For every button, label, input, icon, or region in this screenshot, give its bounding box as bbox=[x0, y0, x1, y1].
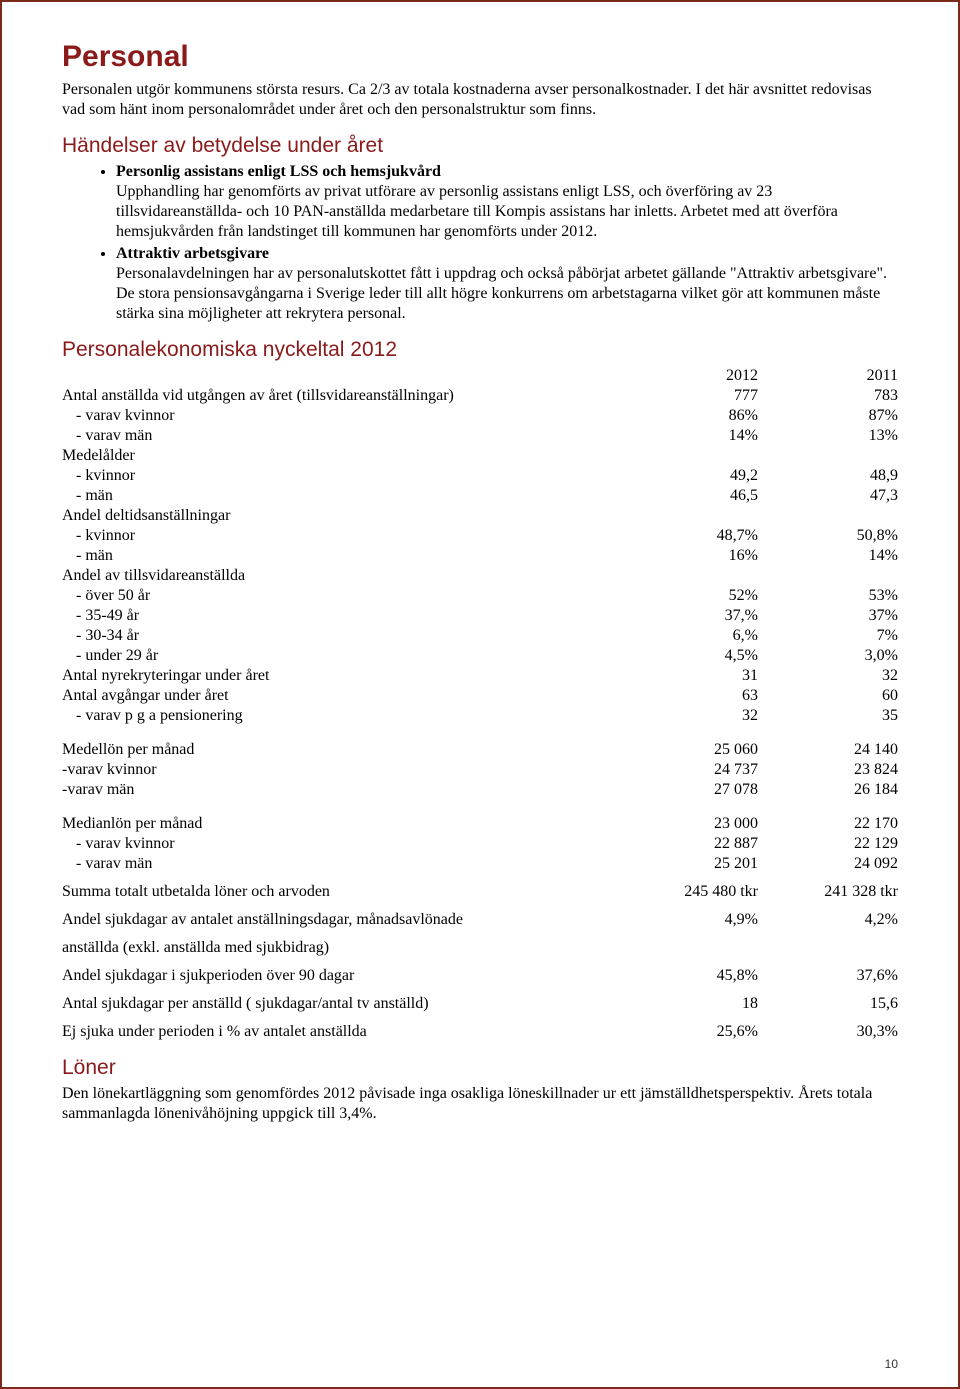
metrics-table: 2012 2011 Antal anställda vid utgången a… bbox=[62, 366, 898, 1042]
bullet-title: Personlig assistans enligt LSS och hemsj… bbox=[116, 163, 441, 180]
table-row: - varav p g a pensionering3235 bbox=[62, 706, 898, 726]
page-title: Personal bbox=[62, 40, 898, 74]
bullet-title: Attraktiv arbetsgivare bbox=[116, 245, 269, 262]
table-row: - 35-49 år37,%37% bbox=[62, 606, 898, 626]
table-row: Medianlön per månad23 00022 170 bbox=[62, 814, 898, 834]
bullet-item: Attraktiv arbetsgivare Personalavdelning… bbox=[116, 244, 898, 324]
table-row: - män46,547,3 bbox=[62, 486, 898, 506]
table-row: Andel av tillsvidareanställda bbox=[62, 566, 898, 586]
table-row: - varav kvinnor86%87% bbox=[62, 406, 898, 426]
bullet-body: Personalavdelningen har av personalutsko… bbox=[116, 264, 898, 324]
table-row: - över 50 år52%53% bbox=[62, 586, 898, 606]
table-row: Andel sjukdagar i sjukperioden över 90 d… bbox=[62, 966, 898, 986]
table-row: - varav kvinnor22 88722 129 bbox=[62, 834, 898, 854]
table-row: Andel sjukdagar av antalet anställningsd… bbox=[62, 910, 898, 930]
page-number: 10 bbox=[885, 1357, 898, 1371]
wages-heading: Löner bbox=[62, 1056, 898, 1080]
table-row: - 30-34 år6,%7% bbox=[62, 626, 898, 646]
bullet-body: Upphandling har genomförts av privat utf… bbox=[116, 182, 898, 242]
table-row: Ej sjuka under perioden i % av antalet a… bbox=[62, 1022, 898, 1042]
table-row: Summa totalt utbetalda löner och arvoden… bbox=[62, 882, 898, 902]
table-row: -varav kvinnor24 73723 824 bbox=[62, 760, 898, 780]
table-row: Andel deltidsanställningar bbox=[62, 506, 898, 526]
table-row: Antal nyrekryteringar under året3132 bbox=[62, 666, 898, 686]
header-year-1: 2012 bbox=[668, 366, 788, 386]
table-row: Antal anställda vid utgången av året (ti… bbox=[62, 386, 898, 406]
table-row: Medelålder bbox=[62, 446, 898, 466]
table-header-row: 2012 2011 bbox=[62, 366, 898, 386]
table-row: anställda (exkl. anställda med sjukbidra… bbox=[62, 938, 898, 958]
header-blank bbox=[62, 366, 668, 386]
table-row: Antal sjukdagar per anställd ( sjukdagar… bbox=[62, 994, 898, 1014]
table-row: - män16%14% bbox=[62, 546, 898, 566]
table-row: - varav män14%13% bbox=[62, 426, 898, 446]
header-year-2: 2011 bbox=[788, 366, 898, 386]
table-row: - kvinnor48,7%50,8% bbox=[62, 526, 898, 546]
bullet-item: Personlig assistans enligt LSS och hemsj… bbox=[116, 162, 898, 242]
events-heading: Händelser av betydelse under året bbox=[62, 134, 898, 158]
events-bullet-list: Personlig assistans enligt LSS och hemsj… bbox=[62, 162, 898, 324]
intro-paragraph: Personalen utgör kommunens största resur… bbox=[62, 80, 898, 120]
table-row: - kvinnor49,248,9 bbox=[62, 466, 898, 486]
table-row: -varav män27 07826 184 bbox=[62, 780, 898, 800]
table-row: - varav män25 20124 092 bbox=[62, 854, 898, 874]
table-row: Medellön per månad25 06024 140 bbox=[62, 740, 898, 760]
table-row: Antal avgångar under året6360 bbox=[62, 686, 898, 706]
document-page: Personal Personalen utgör kommunens stör… bbox=[0, 0, 960, 1389]
table-row: - under 29 år4,5%3,0% bbox=[62, 646, 898, 666]
table-heading: Personalekonomiska nyckeltal 2012 bbox=[62, 338, 898, 362]
wages-paragraph: Den lönekartläggning som genomfördes 201… bbox=[62, 1084, 898, 1124]
